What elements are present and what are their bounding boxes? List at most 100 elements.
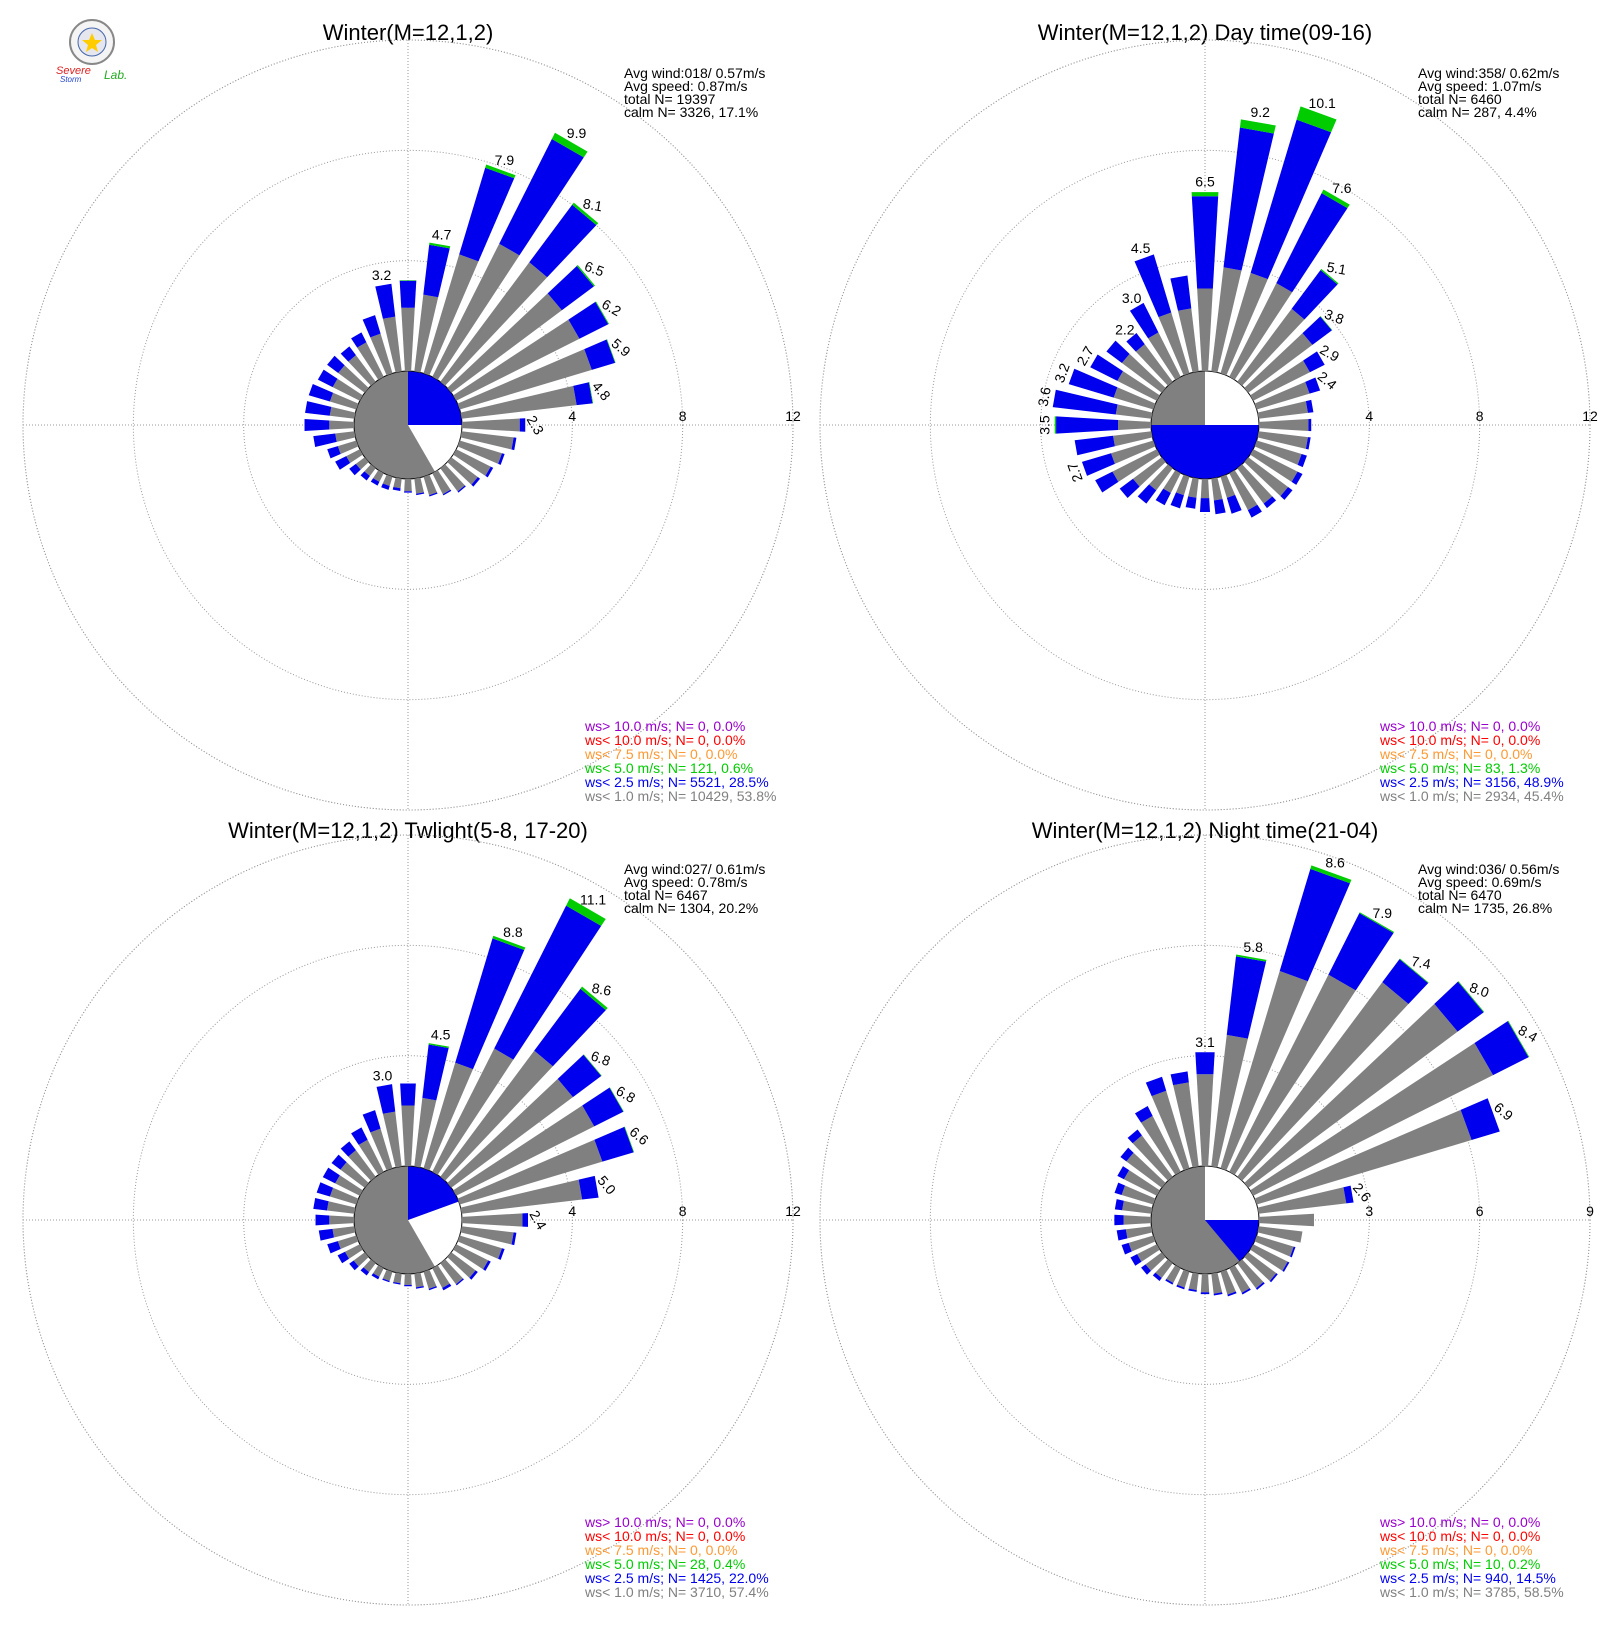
- bar-segment-lt1: [461, 418, 520, 432]
- bar-segment-lt25: [423, 244, 450, 298]
- bar-segment-lt1: [460, 1226, 514, 1245]
- bar-segment-lt25: [316, 1182, 334, 1197]
- legend-entry-lt75: ws< 7.5 m/s; N= 0, 0.0%: [1379, 1542, 1533, 1558]
- bar-segment-lt1: [423, 474, 437, 496]
- bar-segment-lt25: [457, 485, 466, 493]
- bar-segment-lt1: [393, 477, 402, 489]
- bar-value-label: 6.5: [1195, 174, 1215, 190]
- bar-segment-lt25: [1290, 1246, 1296, 1258]
- bar-segment-lt1: [1229, 283, 1293, 380]
- bar-segment-lt25: [1191, 196, 1219, 289]
- ring-tick-label: 12: [785, 1203, 801, 1219]
- bar-segment-lt25: [1126, 333, 1145, 352]
- bar-segment-lt1: [1257, 1226, 1303, 1243]
- bar-segment-lt1: [1173, 1082, 1199, 1168]
- bar-segment-lt25: [399, 280, 417, 308]
- bar-segment-lt5: [580, 986, 608, 1011]
- bar-value-label: 8.6: [1325, 855, 1345, 871]
- legend-entry-lt10: ws< 10.0 m/s; N= 0, 0.0%: [584, 732, 745, 748]
- stat-line: Avg speed: 0.78m/s: [624, 874, 747, 890]
- bar-segment-lt25: [1297, 453, 1307, 468]
- bar-segment-lt5: [485, 164, 516, 179]
- bar-segment-lt25: [494, 905, 602, 1060]
- bar-segment-lt1: [414, 477, 424, 494]
- bar-segment-lt25: [304, 419, 330, 431]
- bar-segment-lt1: [1132, 457, 1166, 487]
- bar-segment-lt25: [1255, 1282, 1265, 1290]
- bar-segment-lt25: [308, 384, 334, 402]
- bar-segment-lt1: [1254, 440, 1302, 465]
- bar-segment-lt1: [1257, 401, 1308, 419]
- bar-segment-lt1: [1151, 1090, 1190, 1171]
- bar-segment-lt1: [382, 474, 393, 486]
- calm-sector-blue: [408, 371, 462, 425]
- panel-title: Winter(M=12,1,2) Twlight(5-8, 17-20): [228, 818, 588, 843]
- bar-segment-lt1: [404, 478, 412, 492]
- ring-tick-label: 12: [785, 408, 801, 424]
- bar-segment-lt1: [1237, 464, 1273, 504]
- bar-segment-lt25: [337, 1251, 350, 1264]
- windrose-panel-1: Winter(M=12,1,2)4.77.99.98.16.56.25.94.8…: [22, 20, 801, 811]
- bar-segment-lt25: [327, 1241, 341, 1254]
- ring-tick-label: 6: [1476, 1203, 1484, 1219]
- bar-segment-lt1: [1132, 1135, 1173, 1181]
- bar-segment-lt25: [1434, 981, 1484, 1032]
- legend-entry-lt1: ws< 1.0 m/s; N= 10429, 53.8%: [584, 788, 776, 804]
- bar-segment-lt25: [469, 1270, 478, 1280]
- legend-entry-lt75: ws< 7.5 m/s; N= 0, 0.0%: [584, 1542, 738, 1558]
- bar-value-label: 6.5: [582, 258, 606, 280]
- bar-segment-lt25: [322, 1167, 340, 1184]
- bar-segment-lt1: [370, 333, 393, 376]
- bar-segment-lt25: [1052, 389, 1118, 415]
- bar-segment-lt25: [375, 283, 396, 319]
- bar-value-label: 4.8: [589, 378, 614, 403]
- bar-segment-lt1: [1122, 1200, 1153, 1214]
- bar-segment-lt1: [1257, 431, 1308, 449]
- bar-segment-lt1: [1117, 371, 1160, 401]
- bar-segment-lt1: [457, 1235, 502, 1259]
- bar-segment-lt1: [344, 1244, 363, 1259]
- logo-star-icon: [82, 33, 102, 52]
- bar-segment-lt25: [1106, 340, 1130, 364]
- bar-value-label: 7.4: [1410, 953, 1432, 972]
- bar-segment-lt1: [1237, 1259, 1264, 1289]
- bar-segment-lt25: [1056, 416, 1119, 434]
- bar-segment-lt25: [1074, 435, 1115, 456]
- stat-line: total N= 6467: [624, 887, 708, 903]
- bar-segment-lt1: [382, 1111, 402, 1168]
- bar-segment-lt1: [1250, 449, 1298, 482]
- bar-segment-lt25: [1116, 1229, 1128, 1241]
- bar-segment-lt25: [404, 1284, 412, 1287]
- bar-segment-lt5: [588, 382, 594, 404]
- bar-segment-lt1: [460, 385, 577, 419]
- bar-segment-lt25: [483, 1260, 491, 1271]
- bar-segment-lt1: [460, 431, 514, 450]
- severe-storm-lab-logo: Severe Storm Lab.: [56, 19, 127, 84]
- bar-segment-lt1: [363, 1259, 376, 1273]
- bar-segment-lt5: [1296, 106, 1337, 133]
- grid-ring: [132, 944, 684, 1496]
- bar-segment-lt25: [1188, 1288, 1197, 1292]
- bar-segment-lt1: [440, 1259, 464, 1285]
- bar-segment-lt1: [1123, 1170, 1160, 1196]
- bar-segment-lt25: [529, 204, 597, 278]
- bar-segment-lt1: [393, 1272, 402, 1284]
- bar-segment-lt1: [1177, 308, 1199, 373]
- bar-segment-lt25: [428, 1286, 437, 1291]
- bar-segment-lt1: [1118, 419, 1152, 431]
- bar-segment-lt1: [337, 440, 359, 454]
- bar-value-label: 4.5: [431, 1027, 451, 1043]
- grid-ring: [132, 149, 684, 701]
- bar-segment-lt1: [1158, 312, 1190, 376]
- bar-segment-lt1: [373, 1265, 384, 1277]
- stat-line: Avg wind:358/ 0.62m/s: [1418, 65, 1559, 81]
- bar-segment-lt25: [485, 466, 494, 478]
- bar-value-label: 3.6: [1035, 385, 1054, 407]
- bar-segment-lt25: [1114, 1199, 1124, 1211]
- bar-segment-lt25: [1152, 1272, 1162, 1281]
- bar-segment-lt25: [1263, 496, 1277, 509]
- bar-segment-lt1: [440, 262, 548, 386]
- bar-segment-lt25: [1328, 913, 1394, 991]
- bar-segment-lt25: [1247, 504, 1262, 518]
